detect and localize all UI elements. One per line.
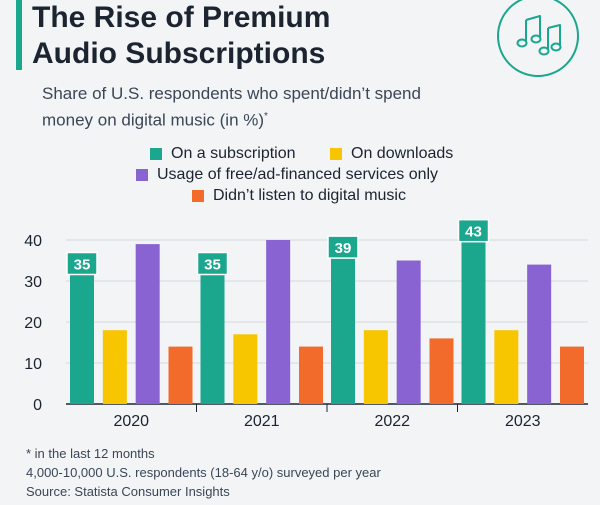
- x-tick-label: 2022: [374, 413, 410, 430]
- chart-subtitle: Share of U.S. respondents who spent/didn…: [42, 82, 462, 132]
- title-accent-bar: [16, 0, 22, 70]
- legend-item-free: Usage of free/ad-financed services only: [136, 166, 438, 184]
- legend-swatch-subscription: [150, 148, 162, 160]
- legend-item-downloads: On downloads: [330, 145, 453, 163]
- bar: [527, 264, 552, 404]
- data-label: 35: [204, 257, 221, 274]
- footnote-source: Source: Statista Consumer Insights: [26, 484, 230, 499]
- data-label: 43: [465, 224, 482, 241]
- legend-label-free: Usage of free/ad-financed services only: [157, 166, 439, 183]
- bar: [429, 338, 454, 404]
- x-tick-label: 2023: [505, 413, 541, 430]
- footnote-note: * in the last 12 months: [26, 446, 155, 461]
- data-label-box: [196, 251, 229, 276]
- data-label-box: [327, 235, 359, 259]
- title-line-2: Audio Subscriptions: [32, 37, 326, 70]
- bar: [396, 260, 421, 404]
- bar: [494, 330, 519, 404]
- bar: [233, 334, 258, 404]
- y-tick-label: 30: [24, 274, 42, 291]
- bar: [461, 227, 486, 404]
- bar: [70, 260, 94, 404]
- legend-item-subscription: On a subscription: [150, 145, 296, 163]
- y-tick-label: 0: [33, 397, 42, 414]
- bar: [266, 240, 291, 404]
- data-label: 39: [335, 240, 352, 257]
- bar: [135, 244, 160, 404]
- data-label-box: [66, 251, 98, 276]
- data-label: 35: [74, 257, 91, 274]
- legend-item-didnt-listen: Didn’t listen to digital music: [192, 187, 406, 205]
- bar: [200, 260, 225, 404]
- legend-swatch-didnt-listen: [192, 190, 204, 202]
- y-tick-label: 20: [24, 315, 42, 332]
- bar: [168, 346, 193, 404]
- legend-swatch-free: [136, 169, 148, 181]
- subtitle-line-1: Share of U.S. respondents who spent/didn…: [42, 84, 421, 103]
- legend-label-subscription: On a subscription: [171, 145, 296, 162]
- bar-chart: 10 20 30 40 0 35 2020 35 2021 39 2022 43 2023: [24, 218, 588, 430]
- legend-label-downloads: On downloads: [351, 145, 454, 162]
- footnote-sample: 4,000-10,000 U.S. respondents (18-64 y/o…: [26, 465, 381, 480]
- bar: [331, 244, 355, 404]
- legend-label-didnt-listen: Didn’t listen to digital music: [213, 187, 406, 204]
- y-tick-label: 10: [24, 356, 42, 373]
- footnotes: * in the last 12 months 4,000-10,000 U.S…: [26, 444, 381, 501]
- bar: [363, 330, 388, 404]
- subtitle-line-2: money on digital music (in %): [42, 110, 265, 130]
- bar: [102, 330, 127, 404]
- title-line-1: The Rise of Premium: [32, 1, 331, 34]
- x-tick-label: 2021: [244, 413, 280, 430]
- x-tick-label: 2020: [113, 413, 149, 430]
- subtitle-footnote-mark: *: [264, 111, 268, 122]
- legend-swatch-downloads: [330, 148, 342, 160]
- y-tick-label: 40: [24, 233, 42, 250]
- bar: [299, 346, 323, 404]
- bar: [560, 346, 584, 404]
- music-notes-icon: [497, 0, 579, 77]
- chart-title: The Rise of Premium Audio Subscriptions: [32, 0, 452, 72]
- data-label-box: [457, 218, 490, 243]
